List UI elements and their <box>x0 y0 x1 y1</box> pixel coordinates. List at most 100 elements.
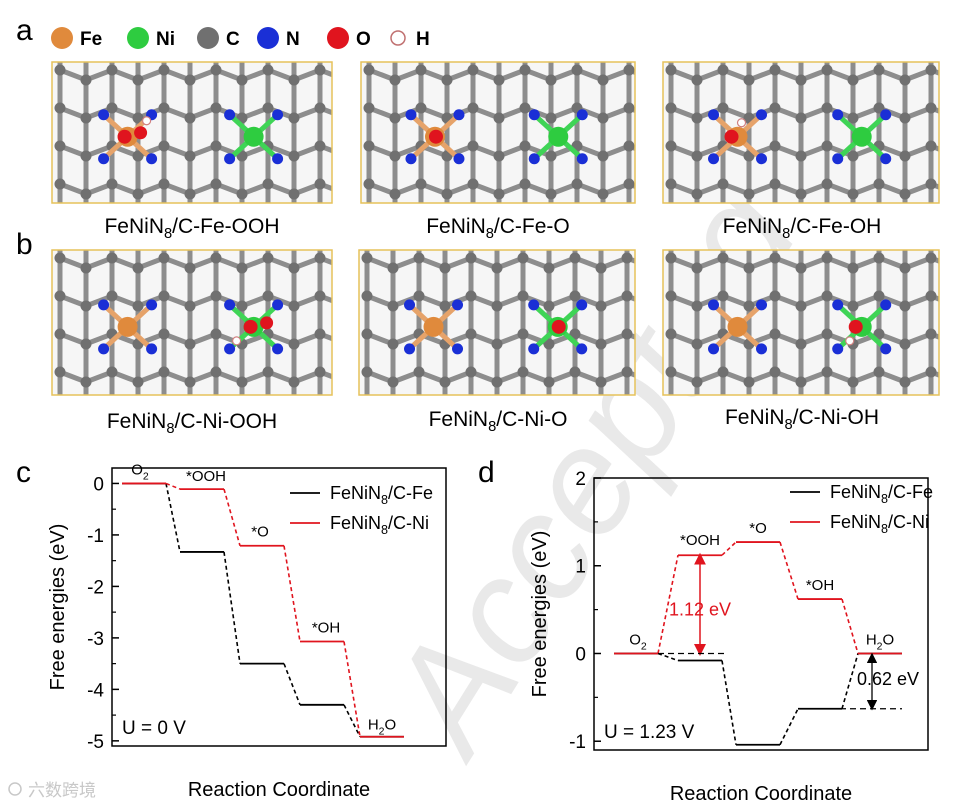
carbon-atom <box>288 112 300 124</box>
carbon-atom <box>288 188 300 200</box>
carbon-atom <box>288 74 300 86</box>
carbon-atom <box>650 189 661 200</box>
connector <box>657 555 679 654</box>
carbon-atom <box>132 150 144 162</box>
carbon-atom <box>80 150 92 162</box>
panel-letter-b: b <box>16 228 33 261</box>
caption-b-1-base: FeNiN <box>107 410 167 433</box>
carbon-atom <box>361 252 373 264</box>
carbon-atom <box>132 300 144 312</box>
carbon-atom <box>595 262 607 274</box>
carbon-atom <box>158 102 170 114</box>
step-label-3: *O <box>251 524 269 541</box>
connector <box>779 708 799 746</box>
caption-a-1-sub: 8 <box>164 226 172 242</box>
carbon-atom <box>821 140 833 152</box>
y-tick-label: -1 <box>87 526 104 547</box>
nitrogen-atom <box>832 153 844 165</box>
step-label-5: H2O <box>866 631 894 652</box>
carbon-atom <box>519 64 531 76</box>
carbon-atom <box>106 64 118 76</box>
carbon-atom <box>314 64 326 76</box>
footer-logo: 六数跨境 <box>8 781 96 800</box>
carbon-atom <box>415 178 427 190</box>
oxygen-atom <box>724 129 739 144</box>
carbon-atom <box>314 366 326 378</box>
carbon-atom <box>545 74 557 86</box>
y-axis-title: Free energies (eV) <box>47 524 69 691</box>
carbon-atom <box>691 262 703 274</box>
carbon-atom <box>795 300 807 312</box>
carbon-atom <box>80 376 92 388</box>
carbon-atom <box>106 252 118 264</box>
carbon-atom <box>769 178 781 190</box>
legend-entry-2-base: FeNiN <box>830 512 881 532</box>
oxygen-atom <box>260 316 274 330</box>
carbon-atom <box>341 189 352 200</box>
carbon-atom <box>717 366 729 378</box>
legend-entry-1: FeNiN8/C-Fe <box>830 482 933 506</box>
carbon-atom <box>54 102 66 114</box>
carbon-atom <box>691 112 703 124</box>
legend-entry-2: FeNiN8/C-Ni <box>330 513 429 537</box>
carbon-atom <box>847 300 859 312</box>
chart-d: 2 1 0 -1 Reaction Coordinate Free energies (e… <box>529 469 933 805</box>
panel-letter-d: d <box>478 456 495 489</box>
nitrogen-atom <box>98 299 110 311</box>
caption-a-3-rest: /C-Fe-OH <box>790 215 881 238</box>
carbon-atom <box>595 300 607 312</box>
nitrogen-atom <box>576 109 588 121</box>
carbon-atom <box>361 328 373 340</box>
carbon-atom <box>80 338 92 350</box>
carbon-atom <box>132 188 144 200</box>
step-label-3-base: *O <box>251 524 269 541</box>
connector <box>283 545 301 642</box>
carbon-atom <box>184 338 196 350</box>
y-tick-label: 0 <box>93 474 104 495</box>
connector <box>223 488 241 546</box>
connector <box>841 653 859 709</box>
carbon-atom <box>621 366 633 378</box>
carbon-atom <box>899 112 911 124</box>
carbon-atom <box>467 102 479 114</box>
carbon-atom <box>899 338 911 350</box>
carbon-atom <box>899 300 911 312</box>
y-tick-label: 1 <box>575 557 586 578</box>
atom-label-c: C <box>226 29 240 50</box>
carbon-atom <box>184 300 196 312</box>
carbon-atom <box>341 301 352 312</box>
step-label-2-base: *OOH <box>680 532 720 549</box>
oxygen-atom <box>117 129 132 144</box>
panel-letter-a: a <box>16 14 33 47</box>
nitrogen-atom <box>576 153 588 165</box>
carbon-atom <box>847 74 859 86</box>
structure-a-2 <box>360 61 661 204</box>
caption-a-2-rest: /C-Fe-O <box>494 215 570 238</box>
carbon-atom <box>184 112 196 124</box>
carbon-atom <box>236 74 248 86</box>
carbon-atom <box>717 290 729 302</box>
y-axis-title: Free energies (eV) <box>529 531 551 698</box>
oxygen-atom <box>243 319 258 334</box>
structure-panels <box>51 61 940 396</box>
step-label-4-base: *OH <box>806 577 834 594</box>
nitrogen-atom <box>832 343 844 355</box>
carbon-atom <box>80 188 92 200</box>
carbon-atom <box>467 140 479 152</box>
step-label-4: *OH <box>312 619 340 636</box>
caption-a-1-rest: /C-Fe-OOH <box>172 215 279 238</box>
carbon-atom <box>465 252 477 264</box>
carbon-atom <box>158 290 170 302</box>
carbon-atom <box>571 64 583 76</box>
lattice <box>665 250 939 395</box>
carbon-atom <box>769 102 781 114</box>
nitrogen-atom <box>224 343 236 355</box>
connector <box>343 704 361 738</box>
structure-b-1 <box>51 249 352 396</box>
carbon-atom <box>517 290 529 302</box>
legend-entry-2-rest: /C-Ni <box>888 512 929 532</box>
carbon-atom <box>873 64 885 76</box>
carbon-atom <box>184 74 196 86</box>
carbon-atom <box>595 338 607 350</box>
carbon-atom <box>106 366 118 378</box>
